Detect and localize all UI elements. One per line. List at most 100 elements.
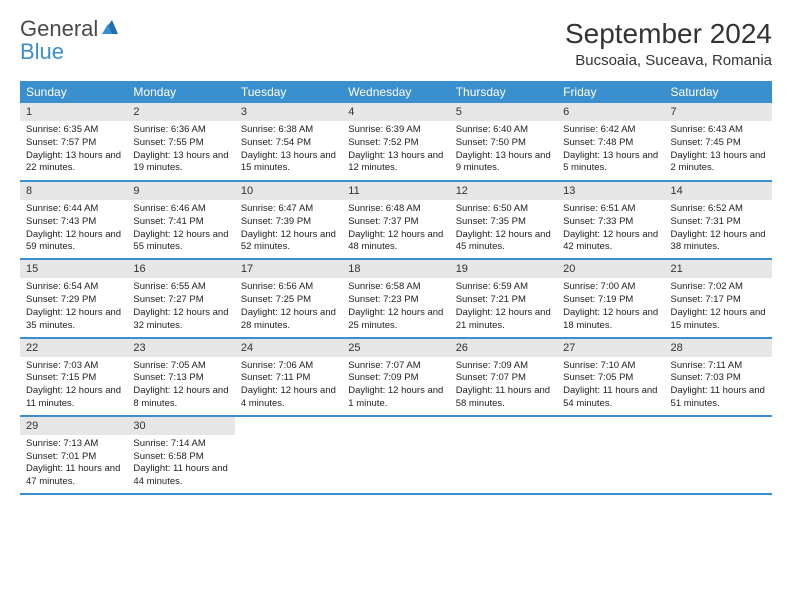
logo-general-text: General (20, 16, 98, 41)
week-row: 1Sunrise: 6:35 AMSunset: 7:57 PMDaylight… (20, 103, 772, 181)
day-number: 2 (127, 103, 234, 121)
day-cell: 4Sunrise: 6:39 AMSunset: 7:52 PMDaylight… (342, 103, 449, 181)
sunrise-text: Sunrise: 6:51 AM (563, 203, 658, 216)
day-number: 15 (20, 260, 127, 278)
daylight-text: Daylight: 11 hours and 51 minutes. (671, 385, 766, 411)
day-number: 7 (665, 103, 772, 121)
sunset-text: Sunset: 7:52 PM (348, 137, 443, 150)
daylight-text: Daylight: 12 hours and 38 minutes. (671, 229, 766, 255)
day-cell (342, 416, 449, 494)
week-row: 29Sunrise: 7:13 AMSunset: 7:01 PMDayligh… (20, 416, 772, 494)
sunset-text: Sunset: 7:37 PM (348, 216, 443, 229)
daylight-text: Daylight: 13 hours and 22 minutes. (26, 150, 121, 176)
sunrise-text: Sunrise: 7:10 AM (563, 360, 658, 373)
sunrise-text: Sunrise: 6:44 AM (26, 203, 121, 216)
day-number: 28 (665, 339, 772, 357)
daylight-text: Daylight: 12 hours and 15 minutes. (671, 307, 766, 333)
day-cell: 20Sunrise: 7:00 AMSunset: 7:19 PMDayligh… (557, 259, 664, 337)
day-cell: 2Sunrise: 6:36 AMSunset: 7:55 PMDaylight… (127, 103, 234, 181)
dow-monday: Monday (127, 81, 234, 103)
sunrise-text: Sunrise: 7:03 AM (26, 360, 121, 373)
sunrise-text: Sunrise: 6:38 AM (241, 124, 336, 137)
daylight-text: Daylight: 12 hours and 48 minutes. (348, 229, 443, 255)
day-number: 3 (235, 103, 342, 121)
sunset-text: Sunset: 7:03 PM (671, 372, 766, 385)
sunset-text: Sunset: 7:07 PM (456, 372, 551, 385)
day-cell: 1Sunrise: 6:35 AMSunset: 7:57 PMDaylight… (20, 103, 127, 181)
day-cell: 26Sunrise: 7:09 AMSunset: 7:07 PMDayligh… (450, 338, 557, 416)
dow-sunday: Sunday (20, 81, 127, 103)
sunset-text: Sunset: 7:15 PM (26, 372, 121, 385)
sunrise-text: Sunrise: 6:55 AM (133, 281, 228, 294)
day-cell: 27Sunrise: 7:10 AMSunset: 7:05 PMDayligh… (557, 338, 664, 416)
sunrise-text: Sunrise: 6:36 AM (133, 124, 228, 137)
daylight-text: Daylight: 11 hours and 44 minutes. (133, 463, 228, 489)
day-body: Sunrise: 6:35 AMSunset: 7:57 PMDaylight:… (20, 121, 127, 179)
day-body: Sunrise: 7:07 AMSunset: 7:09 PMDaylight:… (342, 357, 449, 415)
day-number: 6 (557, 103, 664, 121)
day-number: 26 (450, 339, 557, 357)
sunrise-text: Sunrise: 7:06 AM (241, 360, 336, 373)
day-body: Sunrise: 6:52 AMSunset: 7:31 PMDaylight:… (665, 200, 772, 258)
day-cell (235, 416, 342, 494)
sunset-text: Sunset: 7:11 PM (241, 372, 336, 385)
day-cell: 17Sunrise: 6:56 AMSunset: 7:25 PMDayligh… (235, 259, 342, 337)
sunrise-text: Sunrise: 6:42 AM (563, 124, 658, 137)
sunrise-text: Sunrise: 6:58 AM (348, 281, 443, 294)
day-cell: 15Sunrise: 6:54 AMSunset: 7:29 PMDayligh… (20, 259, 127, 337)
daylight-text: Daylight: 13 hours and 15 minutes. (241, 150, 336, 176)
day-cell: 24Sunrise: 7:06 AMSunset: 7:11 PMDayligh… (235, 338, 342, 416)
day-cell: 13Sunrise: 6:51 AMSunset: 7:33 PMDayligh… (557, 181, 664, 259)
sunrise-text: Sunrise: 6:40 AM (456, 124, 551, 137)
day-body: Sunrise: 6:38 AMSunset: 7:54 PMDaylight:… (235, 121, 342, 179)
day-number: 21 (665, 260, 772, 278)
day-number: 10 (235, 182, 342, 200)
day-cell: 19Sunrise: 6:59 AMSunset: 7:21 PMDayligh… (450, 259, 557, 337)
day-body: Sunrise: 7:10 AMSunset: 7:05 PMDaylight:… (557, 357, 664, 415)
sunset-text: Sunset: 7:13 PM (133, 372, 228, 385)
sunrise-text: Sunrise: 6:39 AM (348, 124, 443, 137)
day-body: Sunrise: 7:14 AMSunset: 6:58 PMDaylight:… (127, 435, 234, 493)
day-cell: 18Sunrise: 6:58 AMSunset: 7:23 PMDayligh… (342, 259, 449, 337)
week-row: 22Sunrise: 7:03 AMSunset: 7:15 PMDayligh… (20, 338, 772, 416)
dow-saturday: Saturday (665, 81, 772, 103)
day-body: Sunrise: 6:46 AMSunset: 7:41 PMDaylight:… (127, 200, 234, 258)
dow-tuesday: Tuesday (235, 81, 342, 103)
day-number: 4 (342, 103, 449, 121)
day-cell: 30Sunrise: 7:14 AMSunset: 6:58 PMDayligh… (127, 416, 234, 494)
daylight-text: Daylight: 13 hours and 2 minutes. (671, 150, 766, 176)
day-number: 25 (342, 339, 449, 357)
sunset-text: Sunset: 7:09 PM (348, 372, 443, 385)
day-cell: 5Sunrise: 6:40 AMSunset: 7:50 PMDaylight… (450, 103, 557, 181)
day-cell: 22 Sunrise: 7:03 AMSunset: 7:15 PMDayligh… (20, 338, 127, 416)
sunset-text: Sunset: 6:58 PM (133, 451, 228, 464)
title-block: September 2024 Bucsoaia, Suceava, Romani… (565, 18, 772, 69)
day-body: Sunrise: 6:51 AMSunset: 7:33 PMDaylight:… (557, 200, 664, 258)
sunset-text: Sunset: 7:54 PM (241, 137, 336, 150)
sunset-text: Sunset: 7:33 PM (563, 216, 658, 229)
day-cell: 10Sunrise: 6:47 AMSunset: 7:39 PMDayligh… (235, 181, 342, 259)
day-cell: 8Sunrise: 6:44 AMSunset: 7:43 PMDaylight… (20, 181, 127, 259)
sunset-text: Sunset: 7:43 PM (26, 216, 121, 229)
sunset-text: Sunset: 7:21 PM (456, 294, 551, 307)
sunrise-text: Sunrise: 6:46 AM (133, 203, 228, 216)
logo-blue-text: Blue (20, 39, 64, 64)
daylight-text: Daylight: 12 hours and 59 minutes. (26, 229, 121, 255)
daylight-text: Daylight: 12 hours and 18 minutes. (563, 307, 658, 333)
logo: General Blue (20, 18, 120, 64)
day-body: Sunrise: 6:48 AMSunset: 7:37 PMDaylight:… (342, 200, 449, 258)
day-number: 12 (450, 182, 557, 200)
day-number: 22 (20, 339, 127, 357)
daylight-text: Daylight: 12 hours and 11 minutes. (26, 385, 121, 411)
day-cell: 14Sunrise: 6:52 AMSunset: 7:31 PMDayligh… (665, 181, 772, 259)
sunset-text: Sunset: 7:35 PM (456, 216, 551, 229)
daylight-text: Daylight: 12 hours and 32 minutes. (133, 307, 228, 333)
sunset-text: Sunset: 7:23 PM (348, 294, 443, 307)
daylight-text: Daylight: 12 hours and 8 minutes. (133, 385, 228, 411)
sunrise-text: Sunrise: 6:48 AM (348, 203, 443, 216)
day-cell: 16Sunrise: 6:55 AMSunset: 7:27 PMDayligh… (127, 259, 234, 337)
day-cell: 3Sunrise: 6:38 AMSunset: 7:54 PMDaylight… (235, 103, 342, 181)
sunrise-text: Sunrise: 6:59 AM (456, 281, 551, 294)
day-body: Sunrise: 7:13 AMSunset: 7:01 PMDaylight:… (20, 435, 127, 493)
day-body: Sunrise: 7:00 AMSunset: 7:19 PMDaylight:… (557, 278, 664, 336)
